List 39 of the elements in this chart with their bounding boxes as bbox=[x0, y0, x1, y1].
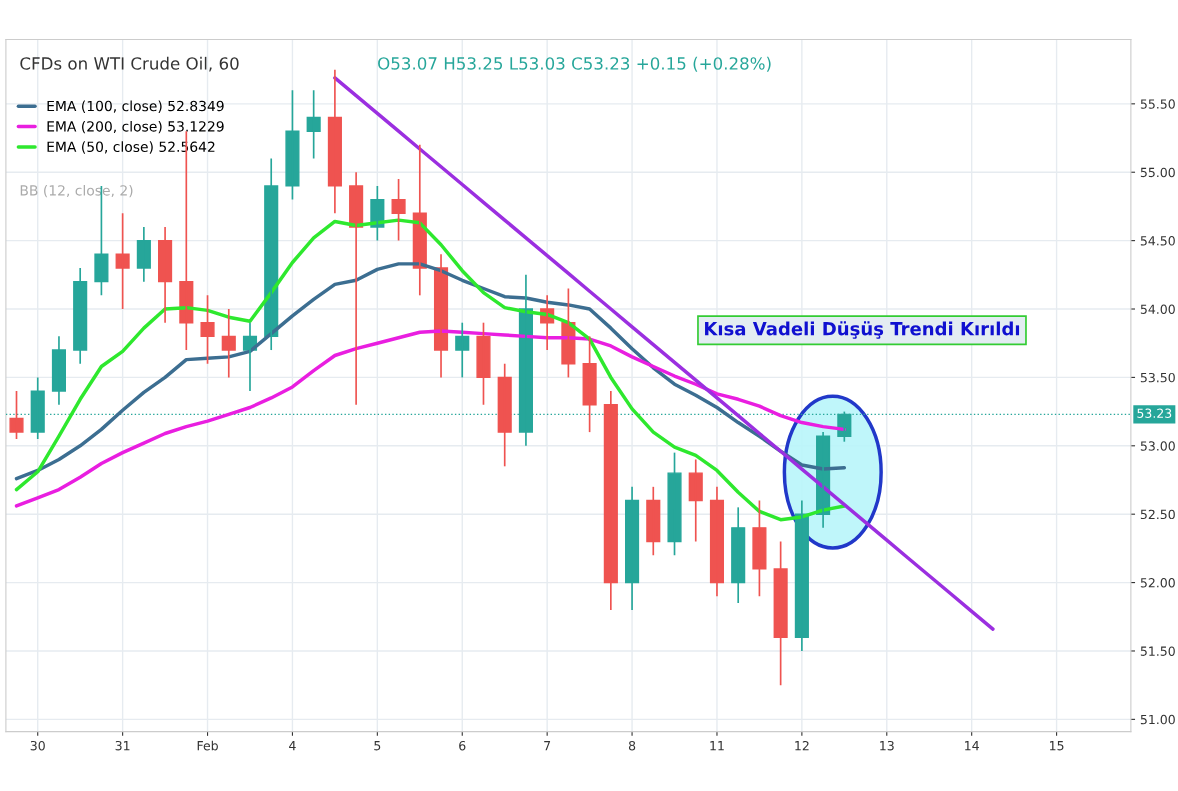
candlestick bbox=[391, 178, 406, 242]
x-tick-label: 14 bbox=[965, 741, 979, 751]
x-tick-label: 12 bbox=[795, 740, 809, 751]
x-tick-label: 6 bbox=[459, 740, 466, 751]
candlestick bbox=[773, 540, 788, 687]
y-tick-label: 54.50 bbox=[1140, 236, 1175, 246]
candlestick bbox=[667, 451, 682, 557]
x-tick-label: 15 bbox=[1050, 741, 1064, 751]
candlestick bbox=[115, 212, 130, 310]
text: CFDs on WTI Crude Oil, 60 bbox=[20, 56, 239, 72]
x-tick-label: Feb bbox=[197, 740, 218, 751]
x-tick-label: 4 bbox=[289, 741, 296, 751]
y-tick-label: 53.50 bbox=[1140, 372, 1175, 383]
y-tick-label: 55.50 bbox=[1140, 99, 1175, 109]
y-tick-label: 52.50 bbox=[1140, 509, 1175, 520]
x-tick-label: 5 bbox=[374, 741, 381, 751]
candlestick bbox=[476, 321, 491, 406]
candlestick bbox=[752, 499, 767, 598]
candlestick bbox=[9, 390, 24, 440]
ref-line-label: 53.23 bbox=[1137, 408, 1172, 418]
y-tick-label: 51.00 bbox=[1140, 714, 1175, 725]
x-tick-label: 30 bbox=[30, 740, 45, 751]
y-tick-label: 55.00 bbox=[1140, 167, 1175, 178]
legend-label: EMA (200, close) 53.1229 bbox=[47, 120, 224, 134]
candlestick bbox=[200, 294, 215, 365]
candlestick bbox=[285, 89, 300, 201]
y-tick-label: 52.00 bbox=[1140, 578, 1175, 588]
text: O53.07 H53.25 L53.03 C53.23 +0.15 (+0.28%) bbox=[378, 56, 771, 72]
x-tick-label: 13 bbox=[880, 740, 894, 751]
x-tick-label: 11 bbox=[710, 741, 724, 751]
x-tick-label: 31 bbox=[115, 740, 130, 751]
y-tick-label: 51.50 bbox=[1140, 646, 1175, 656]
y-tick-label: 53.00 bbox=[1140, 441, 1175, 451]
x-tick-label: 8 bbox=[628, 740, 636, 751]
legend-label: EMA (100, close) 52.8349 bbox=[47, 100, 224, 113]
annotation: Kısa Vadeli Düşüş Trendi Kırıldı bbox=[705, 321, 1020, 339]
y-tick-label: 54.00 bbox=[1140, 304, 1175, 314]
x-tick-label: 7 bbox=[544, 741, 551, 751]
candlestick bbox=[582, 335, 597, 433]
